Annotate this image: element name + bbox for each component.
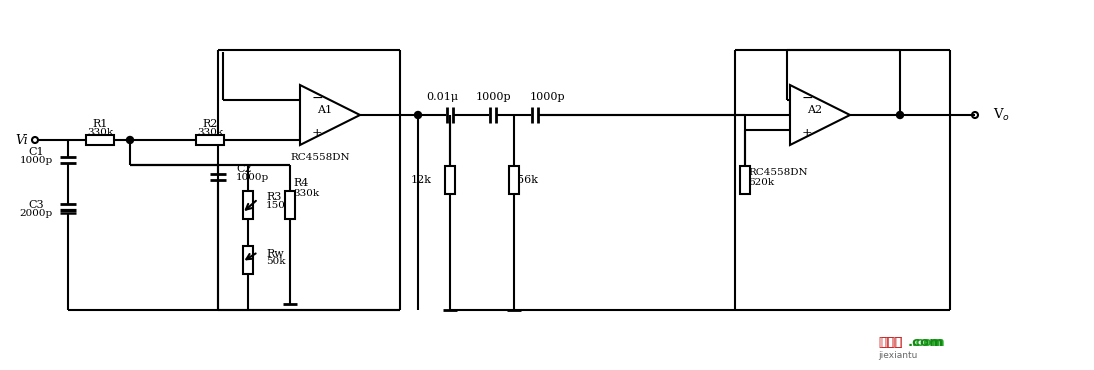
Bar xyxy=(243,246,253,274)
Text: Vi: Vi xyxy=(15,134,28,147)
Text: +: + xyxy=(312,127,323,139)
Bar xyxy=(243,191,253,219)
Text: A1: A1 xyxy=(317,105,333,115)
Circle shape xyxy=(127,137,133,144)
Bar xyxy=(445,166,455,194)
Text: .com: .com xyxy=(912,336,945,349)
Text: −: − xyxy=(801,91,813,105)
Text: 620k: 620k xyxy=(748,178,775,186)
Text: +: + xyxy=(802,127,813,139)
Bar xyxy=(740,166,750,194)
Text: 1000p: 1000p xyxy=(20,155,53,165)
Text: 56k: 56k xyxy=(517,175,538,185)
Text: RC4558DN: RC4558DN xyxy=(290,152,350,161)
Bar xyxy=(196,135,224,145)
Text: 50k: 50k xyxy=(266,258,286,266)
Text: −: − xyxy=(311,91,323,105)
Text: jiexiantu: jiexiantu xyxy=(878,350,918,360)
Text: 接线图: 接线图 xyxy=(880,336,903,349)
Text: 1000p: 1000p xyxy=(529,92,565,102)
Text: RC4558DN: RC4558DN xyxy=(748,168,807,176)
Text: R1: R1 xyxy=(92,119,107,129)
Polygon shape xyxy=(300,85,360,145)
Text: 1000p: 1000p xyxy=(475,92,511,102)
Text: C1: C1 xyxy=(28,147,44,157)
Circle shape xyxy=(415,111,421,118)
Text: V$_o$: V$_o$ xyxy=(993,107,1010,123)
Bar xyxy=(86,135,114,145)
Text: 1000p: 1000p xyxy=(236,172,269,182)
Text: 12k: 12k xyxy=(411,175,432,185)
Text: A2: A2 xyxy=(807,105,823,115)
Text: C2: C2 xyxy=(236,164,252,174)
Text: R4: R4 xyxy=(293,178,309,188)
Text: R2: R2 xyxy=(202,119,218,129)
Bar xyxy=(286,191,295,219)
Text: 接线图: 接线图 xyxy=(878,336,901,349)
Text: R3: R3 xyxy=(266,192,281,202)
Text: 330k: 330k xyxy=(86,128,113,137)
Polygon shape xyxy=(790,85,850,145)
Text: .com: .com xyxy=(908,336,944,349)
Text: Rw: Rw xyxy=(266,249,283,259)
Text: 330k: 330k xyxy=(197,128,223,137)
Text: 0.01μ: 0.01μ xyxy=(426,92,458,102)
Text: 2000p: 2000p xyxy=(20,209,53,218)
Bar xyxy=(509,166,519,194)
Text: C3: C3 xyxy=(28,200,44,210)
Text: 150k: 150k xyxy=(266,201,292,209)
Circle shape xyxy=(896,111,904,118)
Text: 330k: 330k xyxy=(293,188,319,198)
